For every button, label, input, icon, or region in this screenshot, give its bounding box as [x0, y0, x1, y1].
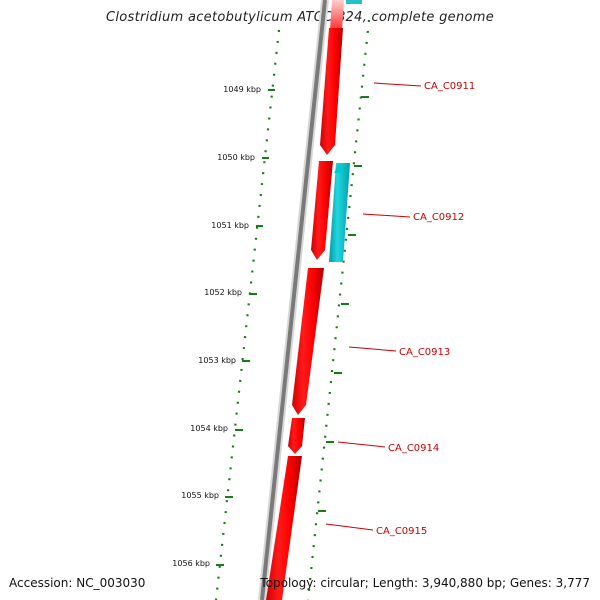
gene-label[interactable]: CA_C0911: [424, 81, 475, 92]
tick-label: 1053 kbp: [198, 356, 236, 365]
gene-label[interactable]: CA_C0913: [399, 347, 450, 358]
gene-arrow-ca-c0915[interactable]: [266, 456, 302, 600]
tick-label: 1049 kbp: [223, 85, 261, 94]
gene-leader-line: [362, 213, 411, 218]
backbone-ring-line: [260, 0, 327, 600]
scale-ring-outer: [306, 19, 371, 600]
gene-leader-line: [325, 523, 374, 531]
gene-arrow-ca-c0912-reverse-tip: [334, 163, 344, 173]
scale-ring-inner: [214, 29, 281, 600]
map-title: Clostridium acetobutylicum ATCC 824, com…: [105, 10, 495, 25]
gene-arrow-ca-c0911[interactable]: [320, 28, 343, 155]
gene-arrow-ca-c0910[interactable]: [311, 161, 333, 260]
gene-fragment-top: [330, 0, 344, 30]
tick-label: 1055 kbp: [181, 491, 219, 500]
tick-label: 1056 kbp: [172, 559, 210, 568]
gene-label[interactable]: CA_C0915: [376, 526, 427, 537]
gene-leader-line: [348, 346, 397, 352]
gene-label[interactable]: CA_C0914: [388, 443, 439, 454]
gene-arrow-ca-c0913[interactable]: [292, 268, 324, 415]
tick-label: 1054 kbp: [190, 424, 228, 433]
gene-arrow-ca-c0912[interactable]: [329, 163, 350, 262]
tick-label: 1051 kbp: [211, 221, 249, 230]
gene-leader-line: [337, 441, 386, 448]
tick-label: 1050 kbp: [217, 153, 255, 162]
gene-fragment-top-cyan: [346, 0, 362, 4]
accession-text: Accession: NC_003030: [9, 576, 146, 590]
gene-label[interactable]: CA_C0912: [413, 212, 464, 223]
gene-leader-line: [373, 82, 422, 87]
genome-summary-text: Topology: circular; Length: 3,940,880 bp…: [260, 576, 590, 590]
gene-arrow-ca-c0914[interactable]: [288, 418, 305, 454]
tick-label: 1052 kbp: [204, 288, 242, 297]
